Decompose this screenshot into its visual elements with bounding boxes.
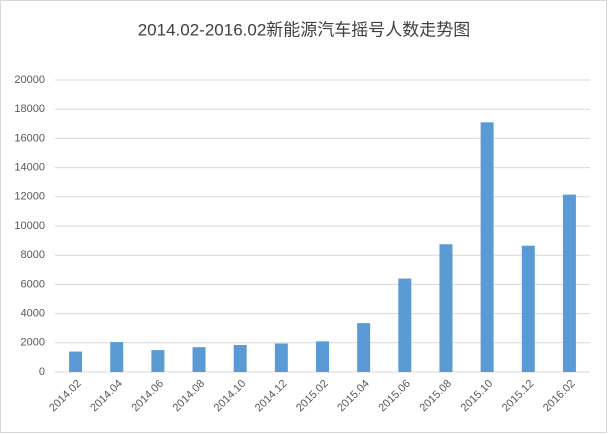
bar — [357, 323, 371, 372]
bar — [69, 351, 83, 372]
bar — [274, 343, 288, 372]
bar — [316, 341, 329, 372]
y-tick-label: 0 — [39, 366, 45, 378]
bar — [480, 122, 494, 372]
y-tick-label: 18000 — [14, 103, 45, 115]
bar — [192, 347, 206, 372]
y-tick-label: 6000 — [21, 278, 45, 290]
y-tick-label: 4000 — [21, 308, 45, 320]
bar — [521, 245, 535, 372]
y-tick-label: 14000 — [14, 162, 45, 174]
y-tick-label: 2000 — [21, 337, 45, 349]
bar — [233, 344, 247, 372]
y-tick-label: 16000 — [14, 132, 45, 144]
y-tick-label: 10000 — [14, 220, 45, 232]
y-tick-label: 12000 — [14, 191, 45, 203]
bar — [151, 350, 165, 372]
y-tick-label: 20000 — [14, 74, 45, 86]
chart-title: 2014.02-2016.02新能源汽车摇号人数走势图 — [138, 20, 471, 39]
bar — [562, 194, 576, 372]
bar — [398, 278, 412, 372]
bar — [110, 342, 124, 372]
y-tick-label: 8000 — [21, 249, 45, 261]
bar — [439, 244, 453, 372]
